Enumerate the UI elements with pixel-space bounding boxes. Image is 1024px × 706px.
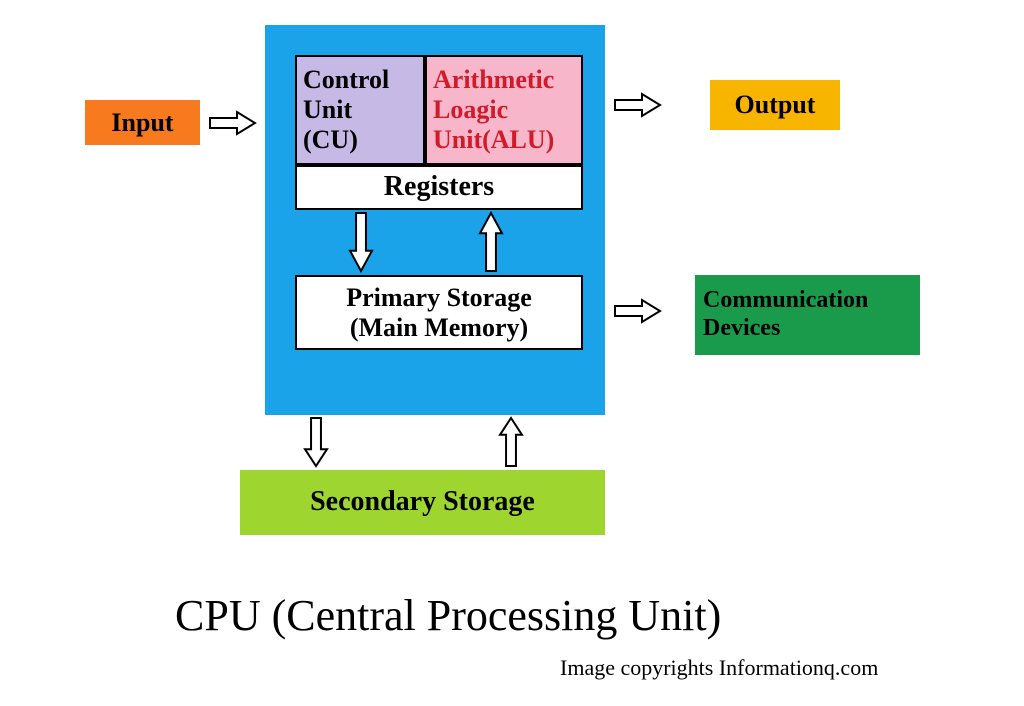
alu-line1: Arithmetic bbox=[433, 65, 554, 94]
arrow-primary-to-registers-icon bbox=[480, 213, 502, 271]
registers-label: Registers bbox=[384, 171, 494, 203]
registers-box: Registers bbox=[295, 165, 583, 210]
primary-storage-box: Primary Storage (Main Memory) bbox=[295, 275, 583, 350]
arrow-cpu-to-secondary-icon bbox=[305, 418, 327, 466]
comm-line2: Devices bbox=[703, 315, 780, 341]
primary-line2: (Main Memory) bbox=[350, 313, 528, 342]
copyright-text: Image copyrights Informationq.com bbox=[560, 655, 878, 681]
secondary-storage-box: Secondary Storage bbox=[240, 470, 605, 535]
diagram-title: CPU (Central Processing Unit) bbox=[175, 590, 721, 641]
copyright-label: Image copyrights Informationq.com bbox=[560, 655, 878, 680]
output-label: Output bbox=[735, 90, 816, 120]
cu-line1: Control bbox=[303, 65, 389, 94]
primary-line1: Primary Storage bbox=[346, 283, 532, 312]
output-box: Output bbox=[710, 80, 840, 130]
arrow-registers-to-primary-icon bbox=[350, 213, 372, 271]
title-text: CPU (Central Processing Unit) bbox=[175, 591, 721, 640]
arrow-cpu-to-comm-icon bbox=[615, 300, 660, 322]
cu-line3: (CU) bbox=[303, 125, 358, 154]
arrow-cpu-to-output-icon bbox=[615, 94, 660, 116]
input-box: Input bbox=[85, 100, 200, 145]
arrow-secondary-to-cpu-icon bbox=[500, 418, 522, 466]
comm-line1: Communication bbox=[703, 287, 868, 313]
alu-line2: Loagic bbox=[433, 95, 508, 124]
arrow-input-to-cpu-icon bbox=[210, 112, 255, 134]
alu-box: Arithmetic Loagic Unit(ALU) bbox=[425, 55, 583, 165]
input-label: Input bbox=[111, 108, 173, 138]
control-unit-box: Control Unit (CU) bbox=[295, 55, 425, 165]
alu-line3: Unit(ALU) bbox=[433, 125, 554, 154]
communication-devices-box: Communication Devices bbox=[695, 275, 920, 355]
secondary-label: Secondary Storage bbox=[310, 486, 535, 518]
cu-line2: Unit bbox=[303, 95, 352, 124]
